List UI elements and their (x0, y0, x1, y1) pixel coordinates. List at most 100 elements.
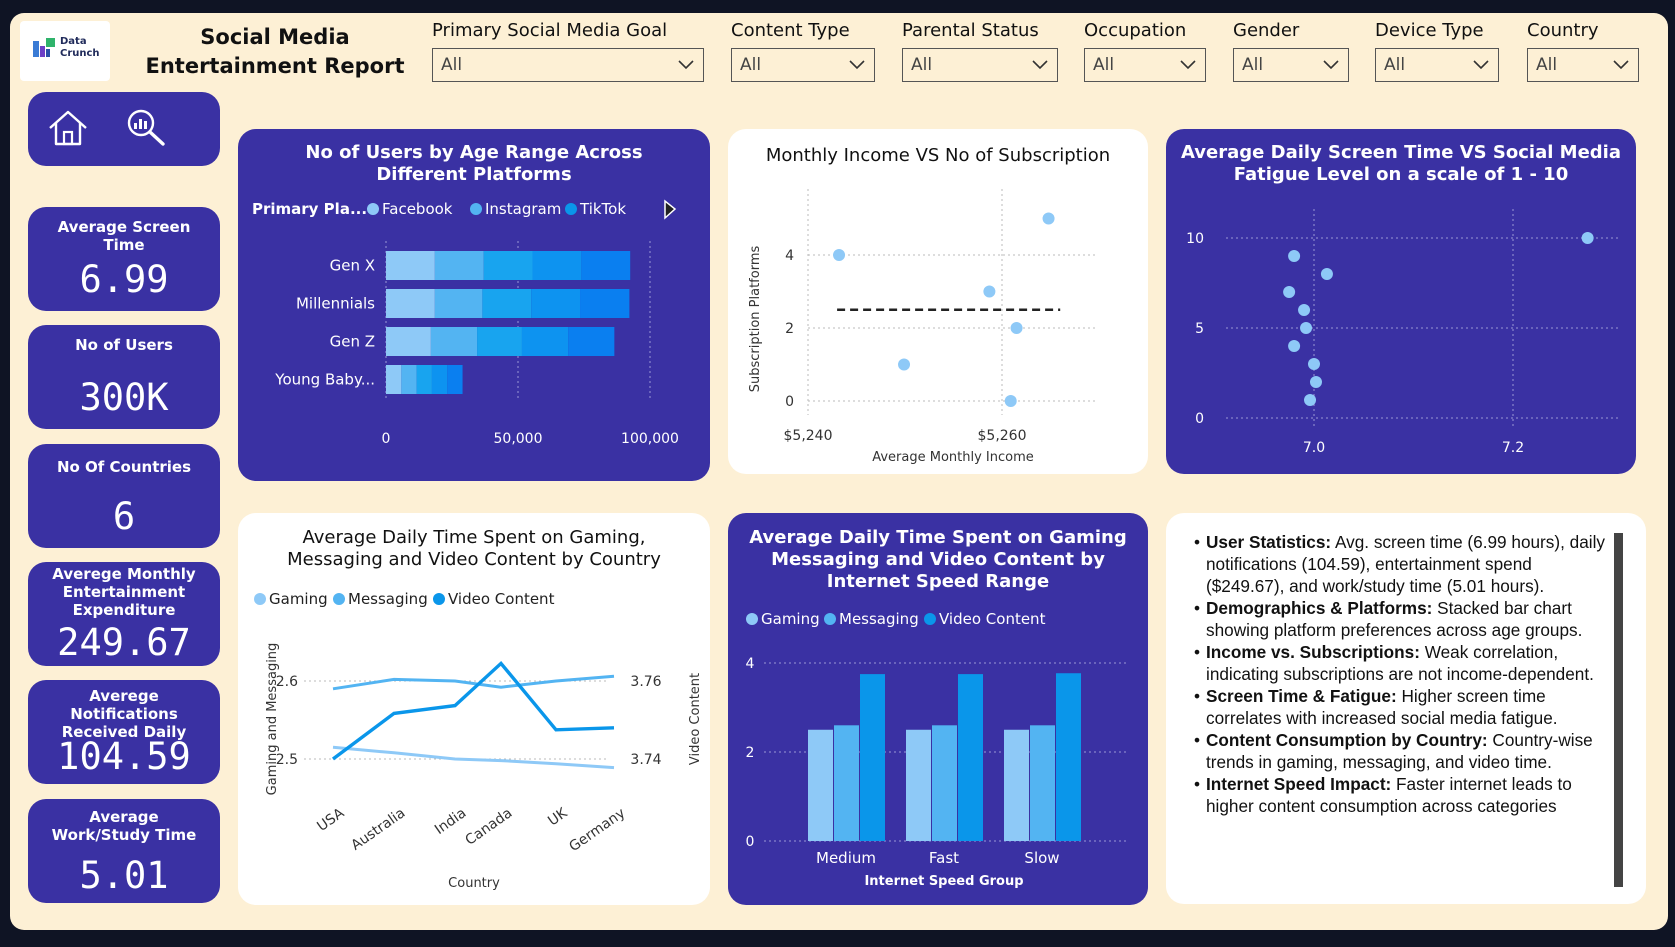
kpi-label: No of Users (75, 336, 173, 354)
filter-value: All (441, 55, 463, 75)
notes-scrollbar[interactable] (1614, 533, 1623, 887)
scatter-point (833, 249, 846, 261)
legend-marker (254, 593, 266, 605)
bar-segment (434, 251, 484, 280)
legend-next-arrow-icon[interactable] (664, 199, 677, 220)
bar-segment (447, 365, 463, 394)
scatter-point (1298, 304, 1311, 316)
filter-dropdown[interactable]: All (1375, 48, 1499, 82)
y-axis-label: Subscription Platforms (748, 246, 763, 393)
filter-value: All (1384, 55, 1406, 75)
series-line (332, 745, 615, 770)
y-category-label: Millennials (296, 295, 375, 313)
summary-notes-panel: User Statistics: Avg. screen time (6.99 … (1166, 513, 1646, 904)
chevron-down-icon (678, 60, 694, 70)
scatter-point (1581, 232, 1594, 244)
note-heading: Demographics & Platforms: (1206, 598, 1433, 618)
legend-marker (565, 203, 577, 215)
filter-label: Device Type (1375, 20, 1484, 41)
scatter-point (1288, 250, 1301, 262)
filter-dropdown[interactable]: All (1233, 48, 1349, 82)
note-heading: Internet Speed Impact: (1206, 774, 1392, 794)
legend-item: Gaming (269, 590, 328, 608)
bar (860, 674, 885, 841)
panel-users-by-age: No of Users by Age Range Across Differen… (238, 129, 710, 481)
filter-value: All (1093, 55, 1115, 75)
legend-marker (470, 203, 482, 215)
panel-screen-time-vs-fatigue: Average Daily Screen Time VS Social Medi… (1166, 129, 1636, 474)
panel-income-vs-subscription: Monthly Income VS No of Subscription 0 2 4… (728, 129, 1148, 474)
bar (808, 729, 833, 841)
y-axis-label: Gaming and Messaging (265, 643, 280, 796)
filter-dropdown[interactable]: All (731, 48, 875, 82)
filter-label: Primary Social Media Goal (432, 20, 668, 41)
filter-occupation: Occupation All (1084, 20, 1206, 82)
note-item: Internet Speed Impact: Faster internet l… (1194, 773, 1606, 817)
bar (1030, 725, 1055, 841)
kpi-card-users: No of Users 300K (28, 325, 220, 429)
chart-title: Average Daily Time Spent on Gaming Messa… (749, 527, 1127, 592)
note-item: Income vs. Subscriptions: Weak correlati… (1194, 641, 1606, 685)
x-tick-label: $5,260 (978, 428, 1027, 444)
chart-screen-time-vs-fatigue: 0 5 10 7.0 7.2 (1186, 209, 1621, 456)
note-text: Country-wise trends in gaming, messaging… (1206, 730, 1593, 772)
chart-title: Average Daily Screen Time VS Social Medi… (1181, 142, 1621, 185)
filter-dropdown[interactable]: All (432, 48, 704, 82)
legend-marker (924, 613, 936, 625)
filter-value: All (911, 55, 933, 75)
scatter-point (1308, 358, 1320, 370)
scatter-point (1309, 376, 1322, 388)
logo: Data Crunch (20, 21, 110, 81)
home-icon[interactable] (46, 108, 90, 148)
legend-item: TikTok (579, 200, 626, 218)
bar-segment (386, 327, 431, 356)
filter-label: Country (1527, 20, 1599, 41)
kpi-value: 6.99 (79, 258, 169, 301)
legend-item: Video Content (939, 610, 1046, 628)
note-heading: Content Consumption by Country: (1206, 730, 1488, 750)
x-category-label: Canada (462, 805, 515, 849)
legend-item: Messaging (348, 590, 428, 608)
x-axis-label: Country (448, 876, 500, 891)
chart-time-by-speed: Gaming Messaging Video Content 0 2 4 Medium… (746, 610, 1128, 889)
scatter-point (983, 285, 996, 298)
kpi-label: Average Screen Time (57, 218, 191, 254)
chart-title: Average Daily Time Spent on Gaming, Mess… (287, 527, 661, 570)
note-text: Higher screen time correlates with incre… (1206, 686, 1558, 728)
bar (906, 729, 931, 841)
y-tick-label: 5 (1195, 321, 1204, 337)
kpi-label: Averege Monthly Entertainment Expenditur… (52, 565, 196, 619)
bar (932, 725, 957, 841)
kpi-card-work-study: Average Work/Study Time 5.01 (28, 799, 220, 903)
bar-segment (531, 289, 581, 318)
note-text: Weak correlation, indicating subscriptio… (1206, 642, 1594, 684)
filter-dropdown[interactable]: All (1084, 48, 1206, 82)
filter-value: All (1536, 55, 1558, 75)
y-tick-label: 0 (746, 834, 755, 850)
filter-gender: Gender All (1233, 20, 1349, 82)
magnifier-chart-icon[interactable] (124, 108, 168, 148)
bar-segment (434, 289, 483, 318)
bar-segment (580, 289, 630, 318)
legend-marker (824, 613, 836, 625)
kpi-card-screen-time: Average Screen Time 6.99 (28, 207, 220, 311)
legend-item: Instagram (485, 200, 561, 218)
filter-country: Country All (1527, 20, 1639, 82)
bar-segment (521, 327, 569, 356)
x-tick-label: $5,240 (784, 428, 833, 444)
logo-text-line-2: Crunch (60, 48, 100, 59)
x-category-label: Slow (1024, 849, 1059, 867)
legend-marker (746, 613, 758, 625)
note-item: User Statistics: Avg. screen time (6.99 … (1194, 531, 1606, 597)
bar-segment (431, 365, 448, 394)
note-text: Stacked bar chart showing platform prefe… (1206, 598, 1583, 640)
kpi-label: Average Work/Study Time (51, 808, 197, 844)
y-tick-label: 2.6 (276, 674, 298, 690)
scatter-point (1004, 395, 1017, 407)
filter-dropdown[interactable]: All (902, 48, 1058, 82)
filter-label: Occupation (1084, 20, 1187, 41)
scatter-point (1010, 322, 1023, 334)
filter-dropdown[interactable]: All (1527, 48, 1639, 82)
nav-panel (28, 92, 220, 166)
y-tick-label: 0 (1195, 411, 1204, 427)
